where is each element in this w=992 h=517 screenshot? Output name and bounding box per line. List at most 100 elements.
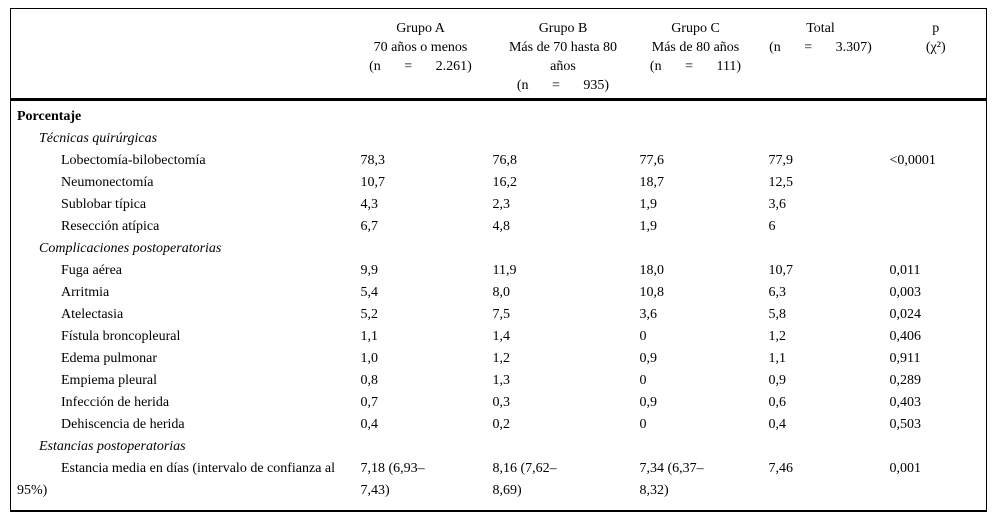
value-text: 0,6: [768, 395, 787, 410]
header-n-text: (n = 111): [649, 59, 742, 74]
value-text: 0,503: [889, 417, 922, 432]
cell-value: 0,2: [491, 414, 636, 436]
cell-value: 0,001: [886, 458, 987, 511]
table-row-complicaciones-postoperatorias: Complicaciones postoperatorias: [11, 238, 987, 260]
value-text: 9,9: [360, 263, 379, 278]
column-header-grupo-b: Grupo B Más de 70 hasta 80 años (n = 935): [490, 8, 636, 101]
cell-value: 9,9: [351, 260, 491, 282]
value-text: 0,7: [360, 395, 379, 410]
row-label: Complicaciones postoperatorias: [39, 241, 222, 256]
value-text: 16,2: [492, 175, 518, 190]
row-label: Fístula broncopleural: [61, 329, 181, 344]
cell-value: 0,3: [491, 392, 636, 414]
row-label: Sublobar típica: [61, 197, 147, 212]
value-text: 1,2: [768, 329, 787, 344]
cell-value: [636, 238, 756, 260]
cell-value: 6,3: [756, 282, 886, 304]
header-desc-text: Más de 80 años: [651, 40, 740, 55]
value-text: 0,001: [889, 461, 922, 476]
header-n-text: (n = 2.261): [369, 59, 472, 74]
value-text: 18,7: [639, 175, 665, 190]
cell-value: 6: [756, 216, 886, 238]
value-text: 0,3: [492, 395, 511, 410]
header-row: Grupo A 70 años o menos (n = 2.261) Grupo B…: [10, 8, 987, 101]
table-row-atelectasia: Atelectasia 5,2 7,5 3,6 5,8 0,024: [11, 304, 987, 326]
cell-value: [756, 238, 886, 260]
value-text: 3,6: [639, 307, 658, 322]
value-text: 0,011: [889, 263, 921, 278]
row-label: Lobectomía-bilobectomía: [61, 153, 206, 168]
row-label: Empiema pleural: [61, 373, 158, 388]
table-row-fístula-broncopleural: Fístula broncopleural 1,1 1,4 0 1,2 0,406: [11, 326, 987, 348]
value-text: 1,2: [492, 351, 511, 366]
value-text: 0: [639, 417, 647, 432]
cell-value: 10,7: [351, 172, 491, 194]
header-desc-text: 70 años o menos: [373, 40, 468, 55]
value-text: 8,16 (7,62–8,69): [492, 461, 557, 498]
value-text: 1,4: [492, 329, 511, 344]
cell-value: 1,1: [756, 348, 886, 370]
cell-value: [351, 238, 491, 260]
cell-value: 10,8: [636, 282, 756, 304]
table-row-lobectomía-bilobectomía: Lobectomía-bilobectomía 78,3 76,8 77,6 77,9 <…: [11, 150, 987, 172]
header-name-text: p: [932, 21, 940, 36]
value-text: 5,2: [360, 307, 379, 322]
cell-value: 10,7: [756, 260, 886, 282]
table-row-sublobar-típica: Sublobar típica 4,3 2,3 1,9 3,6: [11, 194, 987, 216]
value-text: 6: [768, 219, 776, 234]
cell-value: 5,4: [351, 282, 491, 304]
header-name-text: Grupo C: [671, 21, 720, 36]
value-text: 0,289: [889, 373, 922, 388]
cell-value: [886, 172, 987, 194]
row-label: Infección de herida: [61, 395, 170, 410]
cell-value: [636, 436, 756, 458]
header-desc-text: Más de 70 hasta 80 años: [508, 40, 618, 74]
table-row-neumonectomía: Neumonectomía 10,7 16,2 18,7 12,5: [11, 172, 987, 194]
cell-value: 1,2: [756, 326, 886, 348]
row-label: Atelectasia: [61, 307, 124, 322]
value-text: 7,46: [768, 461, 794, 476]
cell-value: 7,5: [491, 304, 636, 326]
value-text: 1,1: [768, 351, 787, 366]
value-text: 6,7: [360, 219, 379, 234]
value-text: 10,7: [768, 263, 794, 278]
cell-value: 3,6: [636, 304, 756, 326]
table-row-técnicas-quirúrgicas: Técnicas quirúrgicas: [11, 128, 987, 150]
cell-value: 0: [636, 326, 756, 348]
cell-value: 4,8: [491, 216, 636, 238]
value-text: 5,8: [768, 307, 787, 322]
cell-value: [351, 100, 491, 129]
cell-value: 4,3: [351, 194, 491, 216]
row-label: Fuga aérea: [61, 263, 123, 278]
column-header-grupo-c: Grupo C Más de 80 años (n = 111): [635, 8, 756, 101]
cell-value: 18,0: [636, 260, 756, 282]
column-header-total: Total (n = 3.307): [755, 8, 886, 101]
column-header-p: p (χ²): [885, 8, 987, 101]
cell-value: 1,9: [636, 216, 756, 238]
value-text: 1,0: [360, 351, 379, 366]
cell-value: [351, 436, 491, 458]
cell-value: 0,9: [636, 348, 756, 370]
cell-value: 7,34 (6,37–8,32): [636, 458, 756, 511]
cell-value: [491, 238, 636, 260]
cell-value: 0,4: [756, 414, 886, 436]
table-row-arritmia: Arritmia 5,4 8,0 10,8 6,3 0,003: [11, 282, 987, 304]
value-text: 77,9: [768, 153, 794, 168]
table-row-resección-atípica: Resección atípica 6,7 4,8 1,9 6: [11, 216, 987, 238]
value-text: 3,6: [768, 197, 787, 212]
cell-value: [886, 100, 987, 129]
cell-value: 76,8: [491, 150, 636, 172]
cell-value: 0,024: [886, 304, 987, 326]
cell-value: 77,9: [756, 150, 886, 172]
row-label: Neumonectomía: [61, 175, 154, 190]
value-text: <0,0001: [889, 153, 936, 168]
cell-value: 1,1: [351, 326, 491, 348]
cell-value: 0: [636, 370, 756, 392]
cell-value: 16,2: [491, 172, 636, 194]
value-text: 12,5: [768, 175, 794, 190]
table-row-porcentaje: Porcentaje: [11, 100, 987, 129]
table-row-estancia-media-en-días-intervalo-de-confianza-al-95: Estancia media en días (intervalo de con…: [11, 458, 987, 511]
cell-value: 5,8: [756, 304, 886, 326]
value-text: 7,18 (6,93–7,43): [360, 461, 425, 498]
